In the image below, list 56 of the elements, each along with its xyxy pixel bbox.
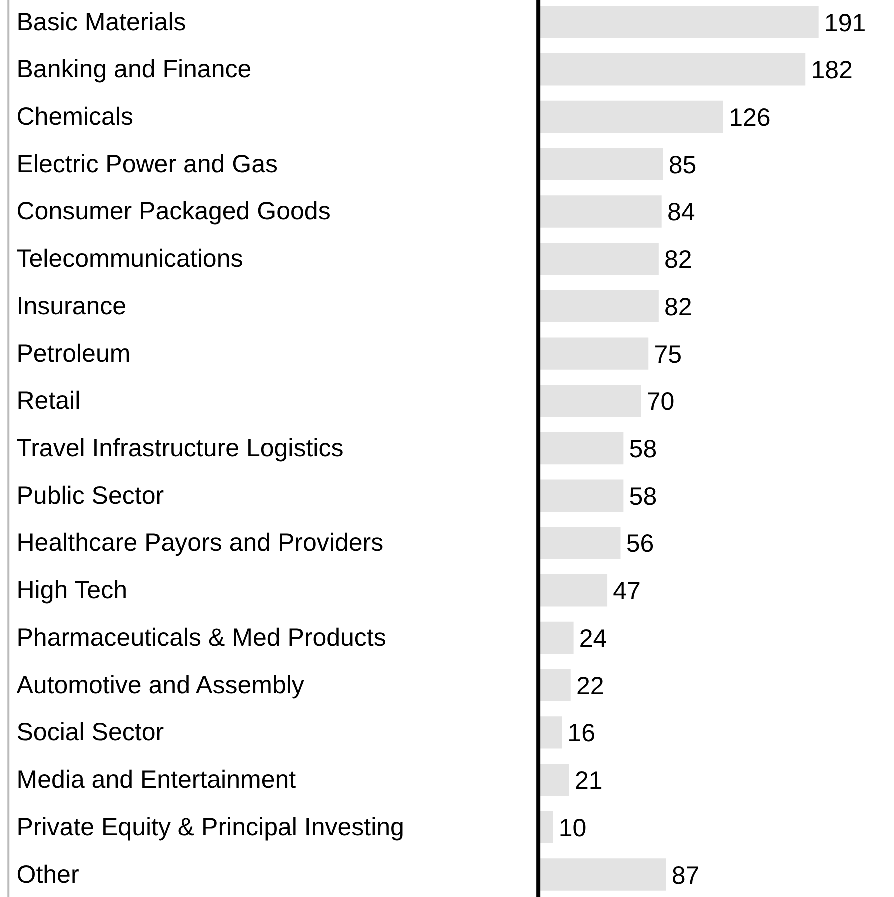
y-tick-label: Automotive and Assembly [16, 671, 305, 700]
bar [538, 196, 662, 228]
y-tick-label: Banking and Finance [16, 56, 252, 84]
data-label: 16 [568, 720, 596, 748]
data-label: 56 [626, 530, 654, 558]
bar [538, 764, 570, 796]
y-tick-label: Telecommunications [16, 245, 244, 274]
y-tick-label: Public Sector [16, 482, 164, 510]
bar [538, 858, 666, 891]
bar [538, 6, 819, 38]
bar [538, 574, 608, 607]
bar [538, 100, 724, 134]
y-tick-label: Electric Power and Gas [16, 150, 278, 178]
data-label: 22 [576, 672, 604, 700]
data-label: 47 [613, 578, 641, 606]
data-label: 182 [811, 56, 853, 85]
y-tick-label: Travel Infrastructure Logistics [16, 434, 344, 463]
bar [538, 480, 624, 512]
y-tick-label: Insurance [16, 292, 127, 320]
data-label: 24 [579, 624, 608, 653]
bar [538, 338, 649, 370]
bar [538, 716, 562, 749]
bar [538, 148, 664, 180]
bar [538, 54, 806, 86]
y-tick-label: Other [16, 860, 80, 889]
bar [538, 669, 571, 702]
data-label: 84 [667, 198, 696, 227]
y-tick-label: Chemicals [16, 103, 134, 132]
y-tick-label: Basic Materials [16, 8, 186, 36]
data-label: 82 [664, 246, 692, 274]
y-tick-label: High Tech [16, 576, 128, 605]
data-label: 82 [664, 293, 692, 322]
y-tick-label: Pharmaceuticals & Med Products [16, 624, 386, 652]
data-label: 58 [629, 436, 658, 464]
y-tick-label: Social Sector [16, 718, 164, 747]
data-label: 58 [629, 482, 658, 511]
y-tick-label: Healthcare Payors and Providers [16, 529, 384, 558]
data-label: 85 [668, 151, 697, 180]
bar [538, 622, 574, 654]
bar [538, 290, 659, 323]
data-label: 70 [646, 388, 675, 416]
data-label: 75 [654, 340, 682, 369]
y-tick-label: Private Equity & Principal Investing [16, 813, 404, 842]
y-tick-label: Petroleum [16, 340, 131, 368]
data-label: 10 [558, 814, 587, 842]
y-tick-label: Consumer Packaged Goods [16, 198, 331, 226]
bar [538, 432, 624, 465]
bar [538, 527, 621, 560]
bar [538, 385, 642, 418]
data-label: 191 [824, 9, 866, 38]
data-label: 126 [729, 104, 771, 132]
bar [538, 242, 659, 276]
data-label: 87 [672, 862, 700, 890]
y-tick-label: Retail [16, 387, 81, 416]
data-label: 21 [575, 767, 603, 796]
y-tick-label: Media and Entertainment [16, 766, 296, 794]
